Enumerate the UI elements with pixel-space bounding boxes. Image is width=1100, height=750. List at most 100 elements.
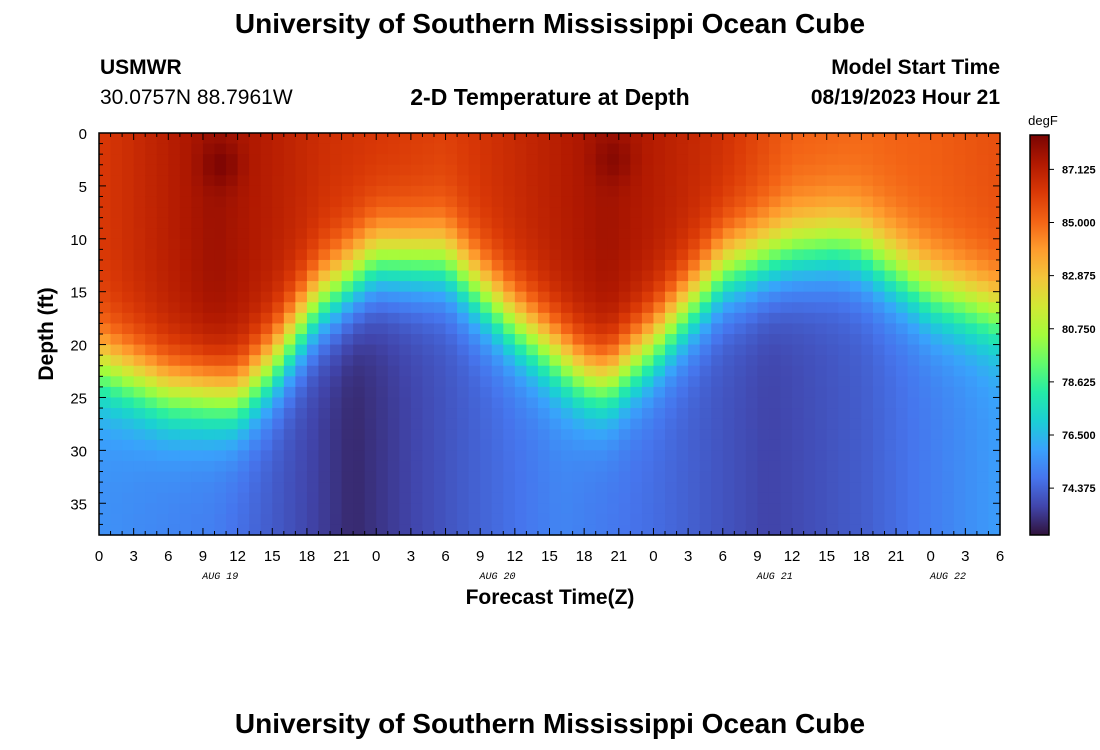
heatmap-cell	[572, 334, 585, 346]
heatmap-cell	[757, 344, 770, 356]
heatmap-cell	[953, 217, 966, 229]
heatmap-cell	[468, 355, 481, 367]
heatmap-cell	[110, 418, 123, 430]
heatmap-cell	[110, 524, 123, 536]
heatmap-cell	[376, 471, 389, 483]
heatmap-cell	[214, 439, 227, 451]
heatmap-cell	[896, 175, 909, 187]
heatmap-cell	[976, 397, 990, 409]
heatmap-cell	[953, 408, 966, 420]
heatmap-cell	[815, 503, 828, 515]
heatmap-cell	[330, 418, 343, 430]
heatmap-cell	[410, 460, 424, 473]
heatmap-cell	[387, 196, 400, 208]
heatmap-cell	[861, 175, 874, 187]
heatmap-cell	[480, 355, 493, 367]
heatmap-cell	[283, 513, 296, 526]
heatmap-cell	[318, 323, 331, 335]
heatmap-cell	[711, 259, 724, 272]
heatmap-cell	[156, 133, 169, 145]
heatmap-cell	[653, 524, 666, 536]
heatmap-cell	[549, 281, 562, 293]
heatmap-cell	[260, 323, 273, 335]
heatmap-cell	[457, 397, 470, 409]
model-start-time: 08/19/2023 Hour 21	[810, 86, 1000, 109]
heatmap-cell	[734, 503, 747, 515]
heatmap-cell	[953, 133, 966, 145]
heatmap-cell	[399, 386, 412, 399]
heatmap-cell	[595, 365, 608, 377]
heatmap-cell	[306, 450, 320, 462]
heatmap-cell	[503, 228, 516, 240]
heatmap-cell	[387, 524, 400, 536]
heatmap-cell	[168, 207, 181, 219]
heatmap-cell	[318, 482, 331, 494]
heatmap-cell	[491, 460, 504, 473]
heatmap-cell	[792, 429, 805, 441]
heatmap-cell	[202, 503, 216, 515]
heatmap-cell	[884, 270, 897, 282]
heatmap-cell	[688, 238, 701, 250]
heatmap-cell	[468, 408, 481, 420]
heatmap-cell	[711, 524, 724, 536]
heatmap-cell	[399, 228, 412, 240]
heatmap-cell	[688, 482, 701, 494]
heatmap-cell	[214, 175, 227, 187]
heatmap-cell	[156, 513, 169, 526]
heatmap-cell	[457, 143, 470, 155]
heatmap-cell	[884, 228, 897, 240]
heatmap-cell	[618, 397, 631, 409]
heatmap-cell	[653, 270, 666, 282]
heatmap-cell	[618, 408, 631, 420]
heatmap-cell	[572, 207, 585, 219]
heatmap-cell	[919, 259, 932, 272]
heatmap-cell	[526, 164, 539, 176]
heatmap-cell	[861, 429, 874, 441]
heatmap-cell	[249, 175, 262, 187]
heatmap-cell	[272, 281, 285, 293]
heatmap-cell	[433, 460, 447, 473]
heatmap-cell	[942, 460, 955, 473]
heatmap-cell	[965, 238, 978, 250]
heatmap-cell	[815, 175, 828, 187]
heatmap-cell	[907, 281, 920, 293]
heatmap-cell	[110, 386, 123, 399]
heatmap-cell	[803, 228, 816, 240]
heatmap-cell	[399, 365, 412, 377]
heatmap-cell	[665, 291, 678, 303]
heatmap-cell	[595, 164, 608, 176]
heatmap-cell	[237, 259, 250, 272]
heatmap-cell	[364, 334, 377, 346]
heatmap-cell	[792, 270, 805, 282]
heatmap-cell	[226, 164, 239, 176]
heatmap-cell	[607, 185, 620, 198]
heatmap-cell	[514, 429, 527, 441]
heatmap-cell	[283, 397, 296, 409]
heatmap-cell	[607, 217, 620, 229]
heatmap-cell	[364, 270, 377, 282]
heatmap-cell	[988, 164, 1001, 176]
heatmap-cell	[491, 439, 504, 451]
heatmap-cell	[376, 154, 389, 166]
heatmap-cell	[156, 323, 169, 335]
heatmap-cell	[110, 281, 123, 293]
heatmap-cell	[376, 503, 389, 515]
heatmap-cell	[572, 418, 585, 430]
heatmap-cell	[872, 365, 886, 377]
heatmap-cell	[930, 196, 943, 208]
heatmap-cell	[168, 334, 181, 346]
heatmap-cell	[272, 323, 285, 335]
heatmap-cell	[976, 143, 990, 155]
heatmap-cell	[503, 376, 516, 388]
heatmap-cell	[734, 492, 747, 504]
heatmap-cell	[630, 492, 643, 504]
heatmap-cell	[376, 334, 389, 346]
heatmap-cell	[641, 524, 655, 536]
heatmap-cell	[826, 259, 839, 272]
heatmap-cell	[433, 386, 447, 399]
heatmap-cell	[399, 312, 412, 325]
heatmap-cell	[595, 334, 608, 346]
heatmap-cell	[272, 344, 285, 356]
heatmap-cell	[549, 408, 562, 420]
heatmap-cell	[976, 355, 990, 367]
